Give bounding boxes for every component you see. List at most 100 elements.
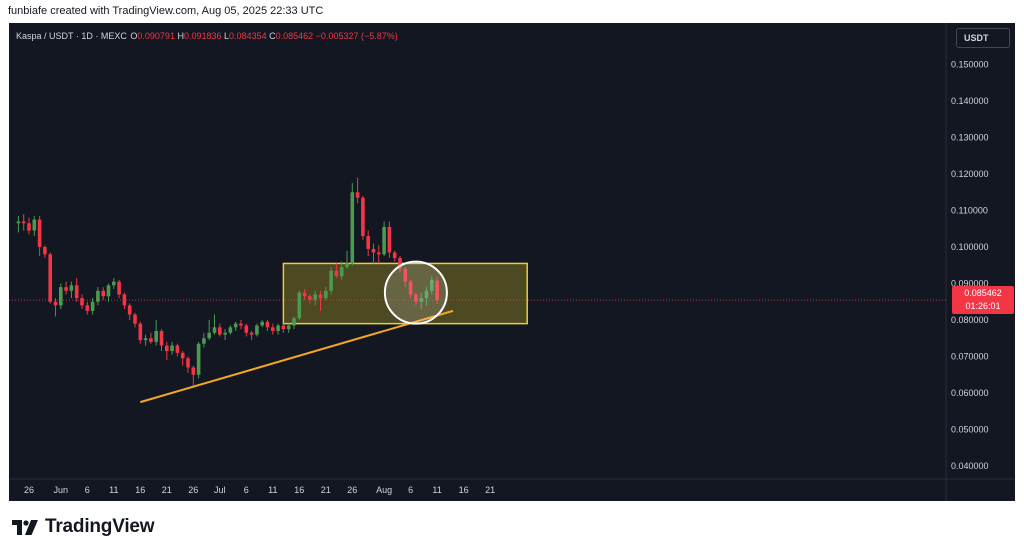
y-tick-label: 0.070000 bbox=[951, 352, 989, 362]
candle-body-down bbox=[133, 314, 137, 324]
candle-body-up bbox=[170, 345, 174, 352]
x-tick-label: Jul bbox=[214, 485, 226, 495]
candle-body-up bbox=[324, 290, 328, 299]
x-tick-label: 11 bbox=[432, 485, 441, 495]
candle-body-down bbox=[371, 248, 376, 253]
candle-body-up bbox=[345, 263, 349, 268]
ohlc-close-value: 0.085462 bbox=[275, 31, 314, 41]
candle-body-down bbox=[398, 257, 402, 269]
candle-body-up bbox=[202, 338, 206, 344]
ohlc-high-label: H bbox=[177, 31, 184, 41]
y-tick-label: 0.090000 bbox=[951, 279, 989, 289]
candle-body-up bbox=[276, 325, 280, 331]
candle-body-down bbox=[244, 325, 249, 333]
candle-body-down bbox=[37, 219, 42, 247]
candle-body-down bbox=[302, 292, 307, 297]
candle-body-down bbox=[403, 268, 408, 282]
candle-body-up bbox=[260, 321, 264, 326]
ohlc-low-value: 0.084354 bbox=[229, 31, 267, 41]
candle-body-down bbox=[159, 330, 164, 346]
candle-body-up bbox=[228, 327, 233, 333]
candle-body-down bbox=[127, 305, 132, 315]
x-tick-label: 11 bbox=[109, 485, 118, 495]
ohlc-low-label: L bbox=[224, 31, 230, 41]
candle-body-down bbox=[271, 327, 275, 331]
y-tick-label: 0.150000 bbox=[951, 60, 989, 70]
candle-body-down bbox=[21, 221, 26, 224]
candle-body-up bbox=[112, 281, 116, 286]
candle-body-up bbox=[154, 330, 158, 342]
candle-body-down bbox=[64, 287, 68, 291]
x-tick-label: Jun bbox=[54, 485, 69, 495]
candle-body-down bbox=[186, 358, 190, 368]
x-tick-label: 21 bbox=[485, 485, 495, 495]
candle-body-up bbox=[313, 294, 317, 300]
y-tick-label: 0.100000 bbox=[951, 242, 989, 252]
candle-body-up bbox=[297, 292, 302, 319]
candle-body-down bbox=[85, 305, 90, 311]
candle-body-down bbox=[74, 285, 79, 299]
candle-body-down bbox=[101, 290, 105, 297]
chart-pane[interactable]: 0.040000 0.050000 0.060000 0.070000 0.080000… bbox=[9, 23, 1015, 501]
x-tick-label: Aug bbox=[376, 485, 392, 495]
candle-body-down bbox=[122, 294, 127, 306]
x-tick-label: 21 bbox=[321, 485, 331, 495]
candle-body-down bbox=[414, 294, 418, 302]
candle-body-up bbox=[350, 192, 355, 264]
x-tick-label: 16 bbox=[459, 485, 469, 495]
candle-body-up bbox=[143, 338, 148, 341]
bar-countdown: 01:26:01 bbox=[965, 301, 1001, 311]
last-price-tag: 0.085462 01:26:01 bbox=[952, 286, 1014, 314]
x-tick-label: 21 bbox=[162, 485, 172, 495]
x-tick-label: 11 bbox=[268, 485, 277, 495]
candle-body-up bbox=[382, 226, 386, 255]
candle-body-up bbox=[424, 290, 429, 299]
candle-body-down bbox=[27, 223, 31, 231]
candle-body-down bbox=[218, 327, 222, 335]
y-tick-label: 0.140000 bbox=[951, 96, 989, 106]
candle-body-up bbox=[90, 301, 95, 311]
tradingview-logo[interactable]: TradingView bbox=[12, 516, 155, 538]
candle-body-down bbox=[191, 367, 196, 375]
candle-body-down bbox=[355, 192, 360, 198]
candle-body-down bbox=[165, 345, 169, 352]
candle-body-up bbox=[69, 285, 74, 291]
symbol-legend: Kaspa / USDT · 1D · MEXC O0.090791 H0.09… bbox=[16, 31, 398, 41]
x-tick-label: 26 bbox=[188, 485, 198, 495]
candle-body-up bbox=[329, 270, 333, 291]
ohlc-high-value: 0.091836 bbox=[183, 31, 222, 41]
candle-body-down bbox=[334, 270, 339, 277]
ohlc-close-label: C bbox=[269, 31, 276, 41]
y-tick-label: 0.050000 bbox=[951, 425, 989, 435]
candle-body-down bbox=[117, 281, 121, 295]
candle-body-down bbox=[53, 301, 58, 306]
candle-body-down bbox=[377, 252, 381, 255]
candle-body-up bbox=[223, 332, 227, 335]
symbol-name[interactable]: Kaspa / USDT · 1D · MEXC bbox=[16, 31, 127, 41]
candle-body-up bbox=[255, 325, 259, 335]
candle-body-up bbox=[286, 325, 291, 330]
candle-body-down bbox=[408, 281, 413, 295]
x-tick-label: 16 bbox=[135, 485, 145, 495]
candle-body-up bbox=[106, 285, 111, 297]
currency-button[interactable]: USDT bbox=[956, 28, 1010, 48]
x-tick-label: 6 bbox=[408, 485, 413, 495]
candle-body-down bbox=[308, 296, 312, 300]
y-tick-label: 0.120000 bbox=[951, 169, 989, 179]
candle-body-up bbox=[419, 298, 423, 302]
candle-body-up bbox=[430, 279, 434, 291]
candle-body-up bbox=[207, 332, 211, 339]
x-tick-label: 26 bbox=[347, 485, 357, 495]
candle-body-down bbox=[265, 321, 270, 328]
y-tick-label: 0.060000 bbox=[951, 388, 989, 398]
candle-body-down bbox=[239, 323, 243, 326]
candle-body-up bbox=[212, 327, 217, 333]
candle-body-up bbox=[196, 343, 201, 375]
candle-body-down bbox=[149, 338, 153, 342]
y-tick-label: 0.110000 bbox=[951, 206, 988, 216]
candle-body-down bbox=[392, 252, 397, 258]
candle-body-up bbox=[292, 318, 296, 326]
candle-body-up bbox=[233, 323, 238, 328]
candle-body-down bbox=[180, 352, 185, 359]
candle-body-down bbox=[435, 280, 439, 300]
